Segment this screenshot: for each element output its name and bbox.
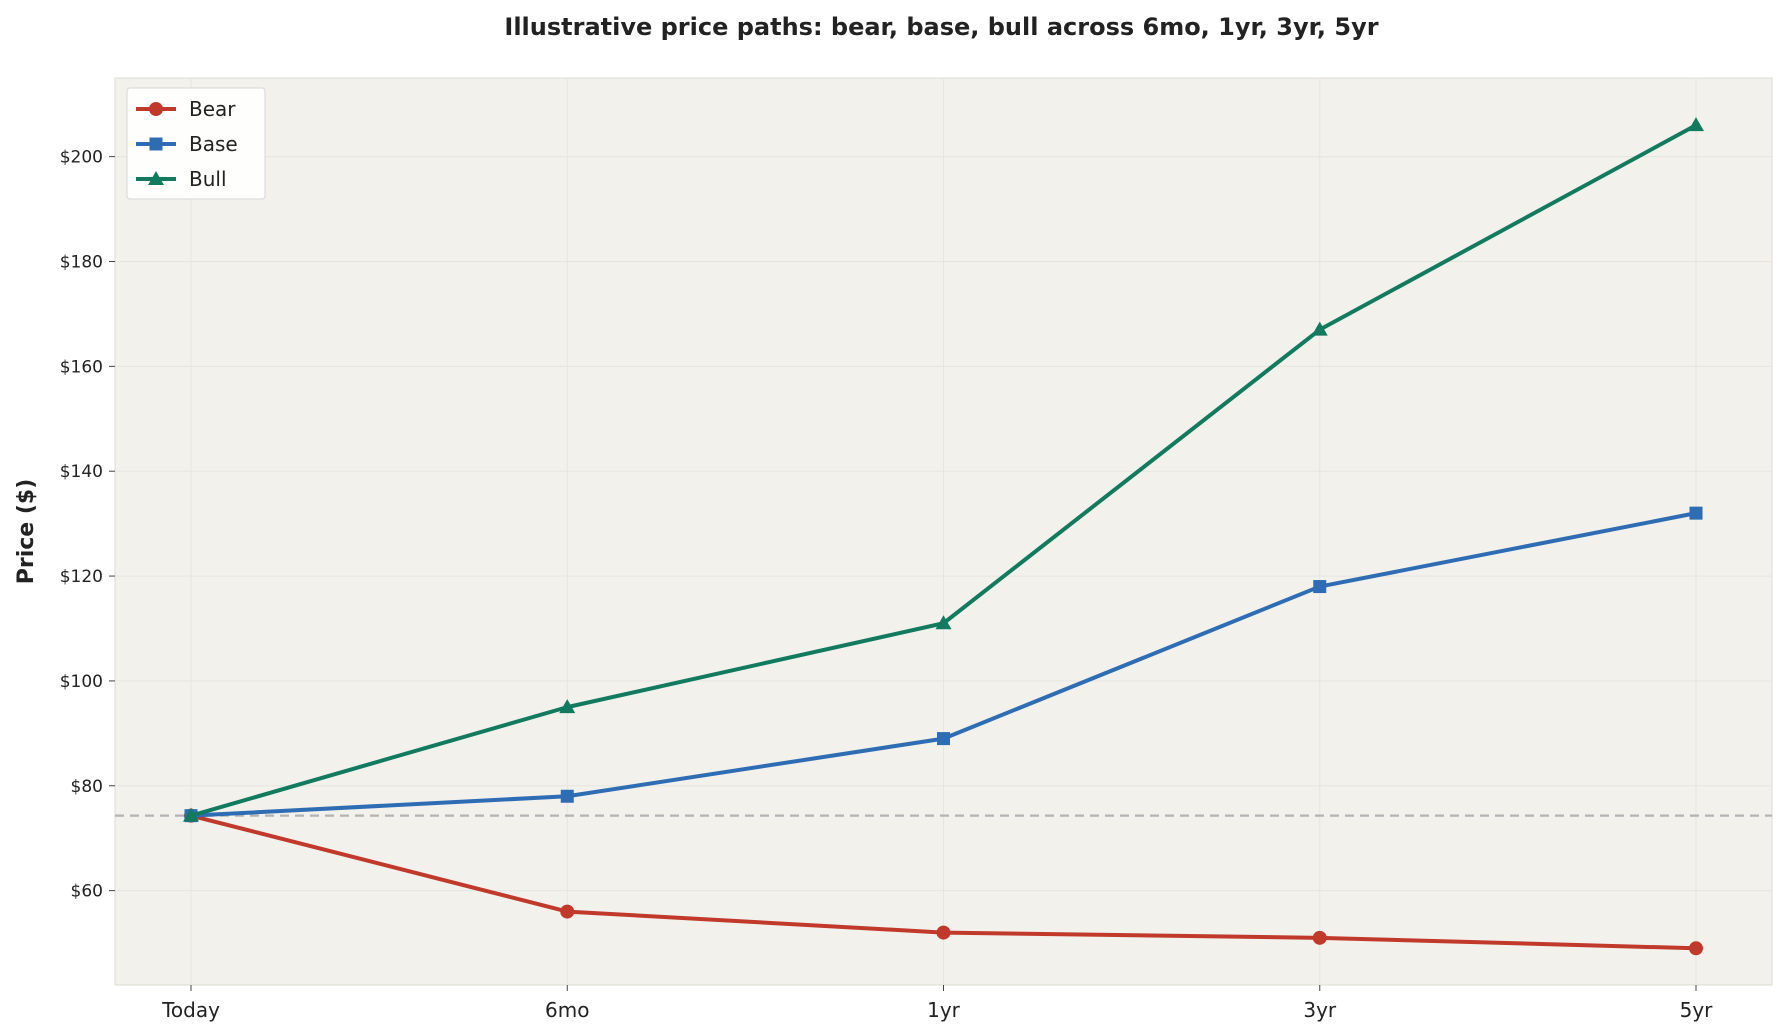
series-bull	[183, 117, 1704, 822]
x-tick-label: Today	[161, 998, 220, 1022]
legend-marker-bull	[148, 171, 164, 185]
data-point-base	[1313, 580, 1327, 594]
legend-marker-base	[149, 137, 163, 151]
y-tick-label: $120	[60, 567, 103, 587]
legend-item-base: Base	[136, 132, 238, 156]
x-tick-label: 1yr	[927, 998, 961, 1022]
legend: Bear Base Bull	[126, 87, 266, 200]
legend-item-bear: Bear	[136, 97, 236, 121]
legend-box	[126, 87, 266, 200]
data-point-bull	[935, 615, 952, 630]
data-point-bull	[559, 699, 576, 714]
y-axis-label: Price ($)	[14, 479, 39, 585]
x-tick-label: 3yr	[1303, 998, 1337, 1022]
data-point-bear	[1312, 930, 1327, 945]
y-tick-label: $80	[71, 777, 103, 797]
data-point-base	[937, 732, 950, 746]
x-tick-label: 6mo	[545, 998, 589, 1022]
chart-title: Illustrative price paths: bear, base, bu…	[504, 13, 1378, 41]
data-point-bear	[936, 925, 951, 940]
data-point-bull	[1311, 321, 1328, 336]
x-tick-label: 5yr	[1680, 998, 1714, 1022]
legend-marker-bear	[149, 102, 163, 116]
data-point-bear	[560, 904, 575, 919]
y-tick-label: $160	[60, 357, 103, 377]
legend-item-bull: Bull	[136, 167, 227, 191]
y-tick-label: $140	[60, 462, 103, 482]
data-point-base	[1689, 506, 1703, 520]
data-point-bull	[183, 807, 199, 822]
y-tick-label: $100	[60, 672, 103, 692]
data-point-bear	[1689, 941, 1703, 956]
axes: $60 $80 $100 $120 $140 $160 $180 $200 Today 6mo 1y…	[60, 148, 1713, 1022]
y-tick-label: $60	[71, 882, 103, 902]
series-layer	[183, 117, 1704, 956]
data-point-bull	[1688, 117, 1704, 132]
y-tick-label: $180	[60, 252, 103, 272]
legend-label-bull: Bull	[189, 167, 227, 191]
data-point-base	[560, 789, 574, 803]
legend-label-base: Base	[189, 132, 238, 156]
legend-label-bear: Bear	[189, 97, 236, 121]
y-tick-label: $200	[60, 148, 103, 168]
grid	[115, 78, 1772, 985]
